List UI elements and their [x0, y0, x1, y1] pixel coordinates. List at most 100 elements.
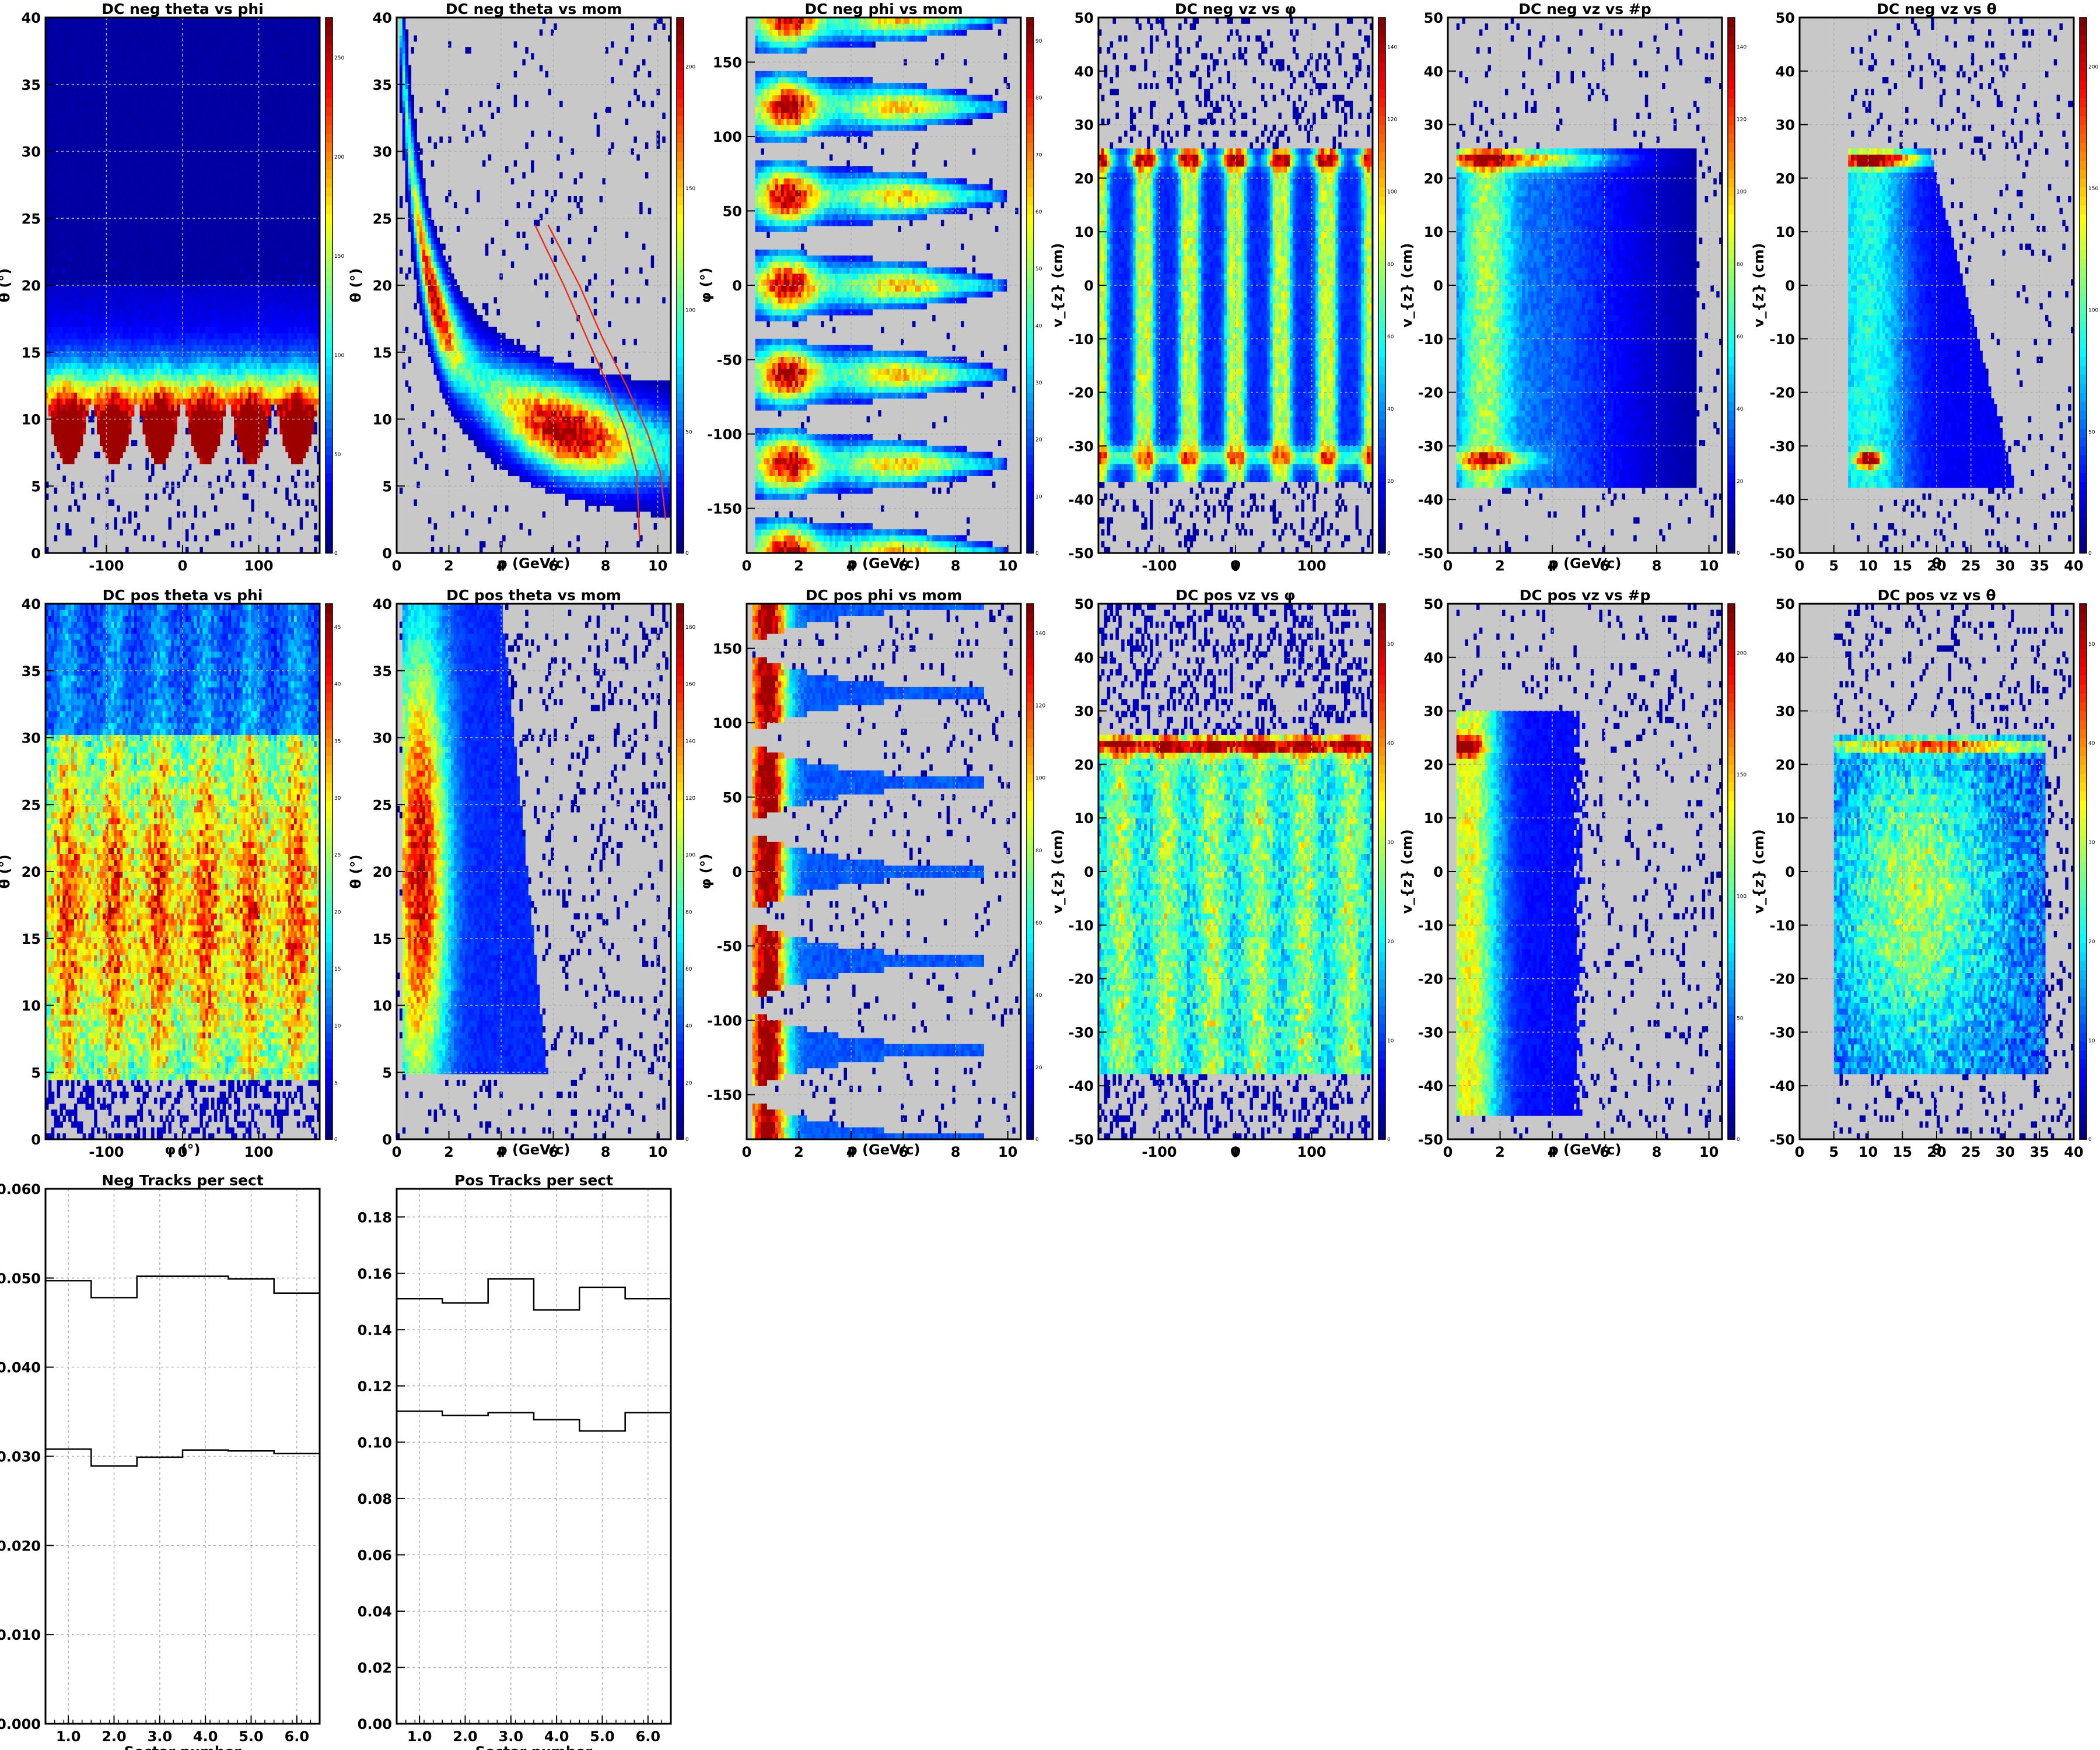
- heatmap-cell: [80, 136, 83, 143]
- heatmap-cell: [117, 59, 120, 65]
- heatmap-cell: [145, 440, 149, 446]
- heatmap-cell: [88, 118, 92, 125]
- heatmap-cell: [157, 393, 160, 399]
- heatmap-cell: [160, 458, 163, 464]
- heatmap-cell: [166, 291, 169, 298]
- heatmap-cell: [74, 351, 78, 357]
- heatmap-cell: [163, 261, 166, 268]
- heatmap-cell: [177, 267, 180, 274]
- heatmap-cell: [171, 232, 174, 238]
- heatmap-cell: [125, 160, 129, 167]
- heatmap-cell: [62, 136, 66, 143]
- heatmap-cell: [114, 190, 118, 197]
- heatmap-cell: [117, 351, 120, 357]
- heatmap-cell: [86, 404, 89, 411]
- heatmap-cell: [177, 386, 180, 393]
- heatmap-cell: [80, 155, 83, 161]
- heatmap-cell: [106, 333, 109, 340]
- heatmap-cell: [74, 18, 78, 24]
- heatmap-cell: [117, 339, 120, 345]
- heatmap-cell: [83, 190, 86, 197]
- heatmap-cell: [68, 458, 72, 464]
- heatmap-cell: [117, 95, 120, 102]
- heatmap-cell: [171, 404, 174, 411]
- heatmap-cell: [57, 83, 61, 89]
- heatmap-cell: [137, 18, 141, 24]
- heatmap-cell: [154, 202, 158, 208]
- heatmap-cell: [134, 118, 138, 125]
- heatmap-cell: [140, 155, 144, 161]
- heatmap-cell: [123, 339, 126, 345]
- heatmap-cell: [60, 155, 64, 161]
- heatmap-cell: [60, 369, 64, 375]
- heatmap-cell: [117, 297, 120, 303]
- heatmap-cell: [123, 386, 126, 393]
- heatmap-cell: [134, 356, 138, 363]
- heatmap-cell: [145, 315, 149, 321]
- heatmap-cell: [51, 303, 55, 310]
- heatmap-cell: [134, 18, 138, 24]
- heatmap-cell: [51, 297, 55, 303]
- heatmap-cell: [65, 136, 69, 143]
- heatmap-cell: [140, 232, 144, 238]
- heatmap-cell: [48, 101, 52, 107]
- heatmap-cell: [106, 89, 109, 95]
- heatmap-cell: [83, 65, 86, 72]
- heatmap-cell: [143, 356, 146, 363]
- heatmap-cell: [62, 214, 66, 220]
- heatmap-cell: [62, 155, 66, 161]
- heatmap-cell: [140, 118, 144, 125]
- heatmap-cell: [83, 107, 86, 113]
- heatmap-cell: [48, 404, 52, 411]
- heatmap-cell: [71, 380, 75, 387]
- heatmap-cell: [174, 244, 177, 250]
- heatmap-cell: [74, 446, 78, 452]
- heatmap-cell: [157, 29, 160, 36]
- heatmap-cell: [174, 65, 177, 72]
- heatmap-cell: [108, 77, 112, 83]
- heatmap-cell: [169, 190, 172, 197]
- heatmap-cell: [48, 226, 52, 232]
- heatmap-cell: [106, 452, 109, 459]
- heatmap-cell: [160, 321, 163, 327]
- heatmap-cell: [128, 237, 132, 244]
- heatmap-cell: [174, 71, 177, 78]
- heatmap-cell: [177, 101, 180, 107]
- heatmap-cell: [163, 279, 166, 286]
- heatmap-cell: [137, 125, 141, 131]
- heatmap-cell: [74, 83, 78, 89]
- heatmap-cell: [60, 279, 64, 286]
- heatmap-cell: [48, 345, 52, 351]
- heatmap-cell: [65, 190, 69, 197]
- heatmap-cell: [169, 220, 172, 226]
- heatmap-cell: [128, 178, 132, 184]
- heatmap-cell: [125, 208, 129, 214]
- heatmap-cell: [160, 434, 163, 440]
- heatmap-cell: [83, 315, 86, 321]
- heatmap-cell: [137, 303, 141, 310]
- heatmap-cell: [137, 363, 141, 369]
- heatmap-cell: [114, 214, 118, 220]
- heatmap-cell: [108, 279, 112, 286]
- heatmap-cell: [157, 261, 160, 268]
- heatmap-cell: [174, 214, 177, 220]
- heatmap-cell: [137, 226, 141, 232]
- heatmap-cell: [131, 345, 135, 351]
- heatmap-cell: [111, 321, 115, 327]
- heatmap-cell: [68, 321, 72, 327]
- heatmap-cell: [100, 333, 103, 340]
- heatmap-cell: [60, 321, 64, 327]
- heatmap-cell: [62, 422, 66, 429]
- heatmap-cell: [94, 333, 97, 340]
- heatmap-cell: [160, 237, 163, 244]
- heatmap-cell: [97, 166, 100, 173]
- heatmap-cell: [91, 398, 94, 405]
- heatmap-cell: [103, 369, 106, 375]
- heatmap-cell: [154, 297, 158, 303]
- heatmap-cell: [100, 363, 103, 369]
- heatmap-cell: [137, 160, 141, 167]
- heatmap-cell: [117, 398, 120, 405]
- heatmap-cell: [160, 160, 163, 167]
- heatmap-cell: [145, 107, 149, 113]
- heatmap-cell: [154, 59, 158, 65]
